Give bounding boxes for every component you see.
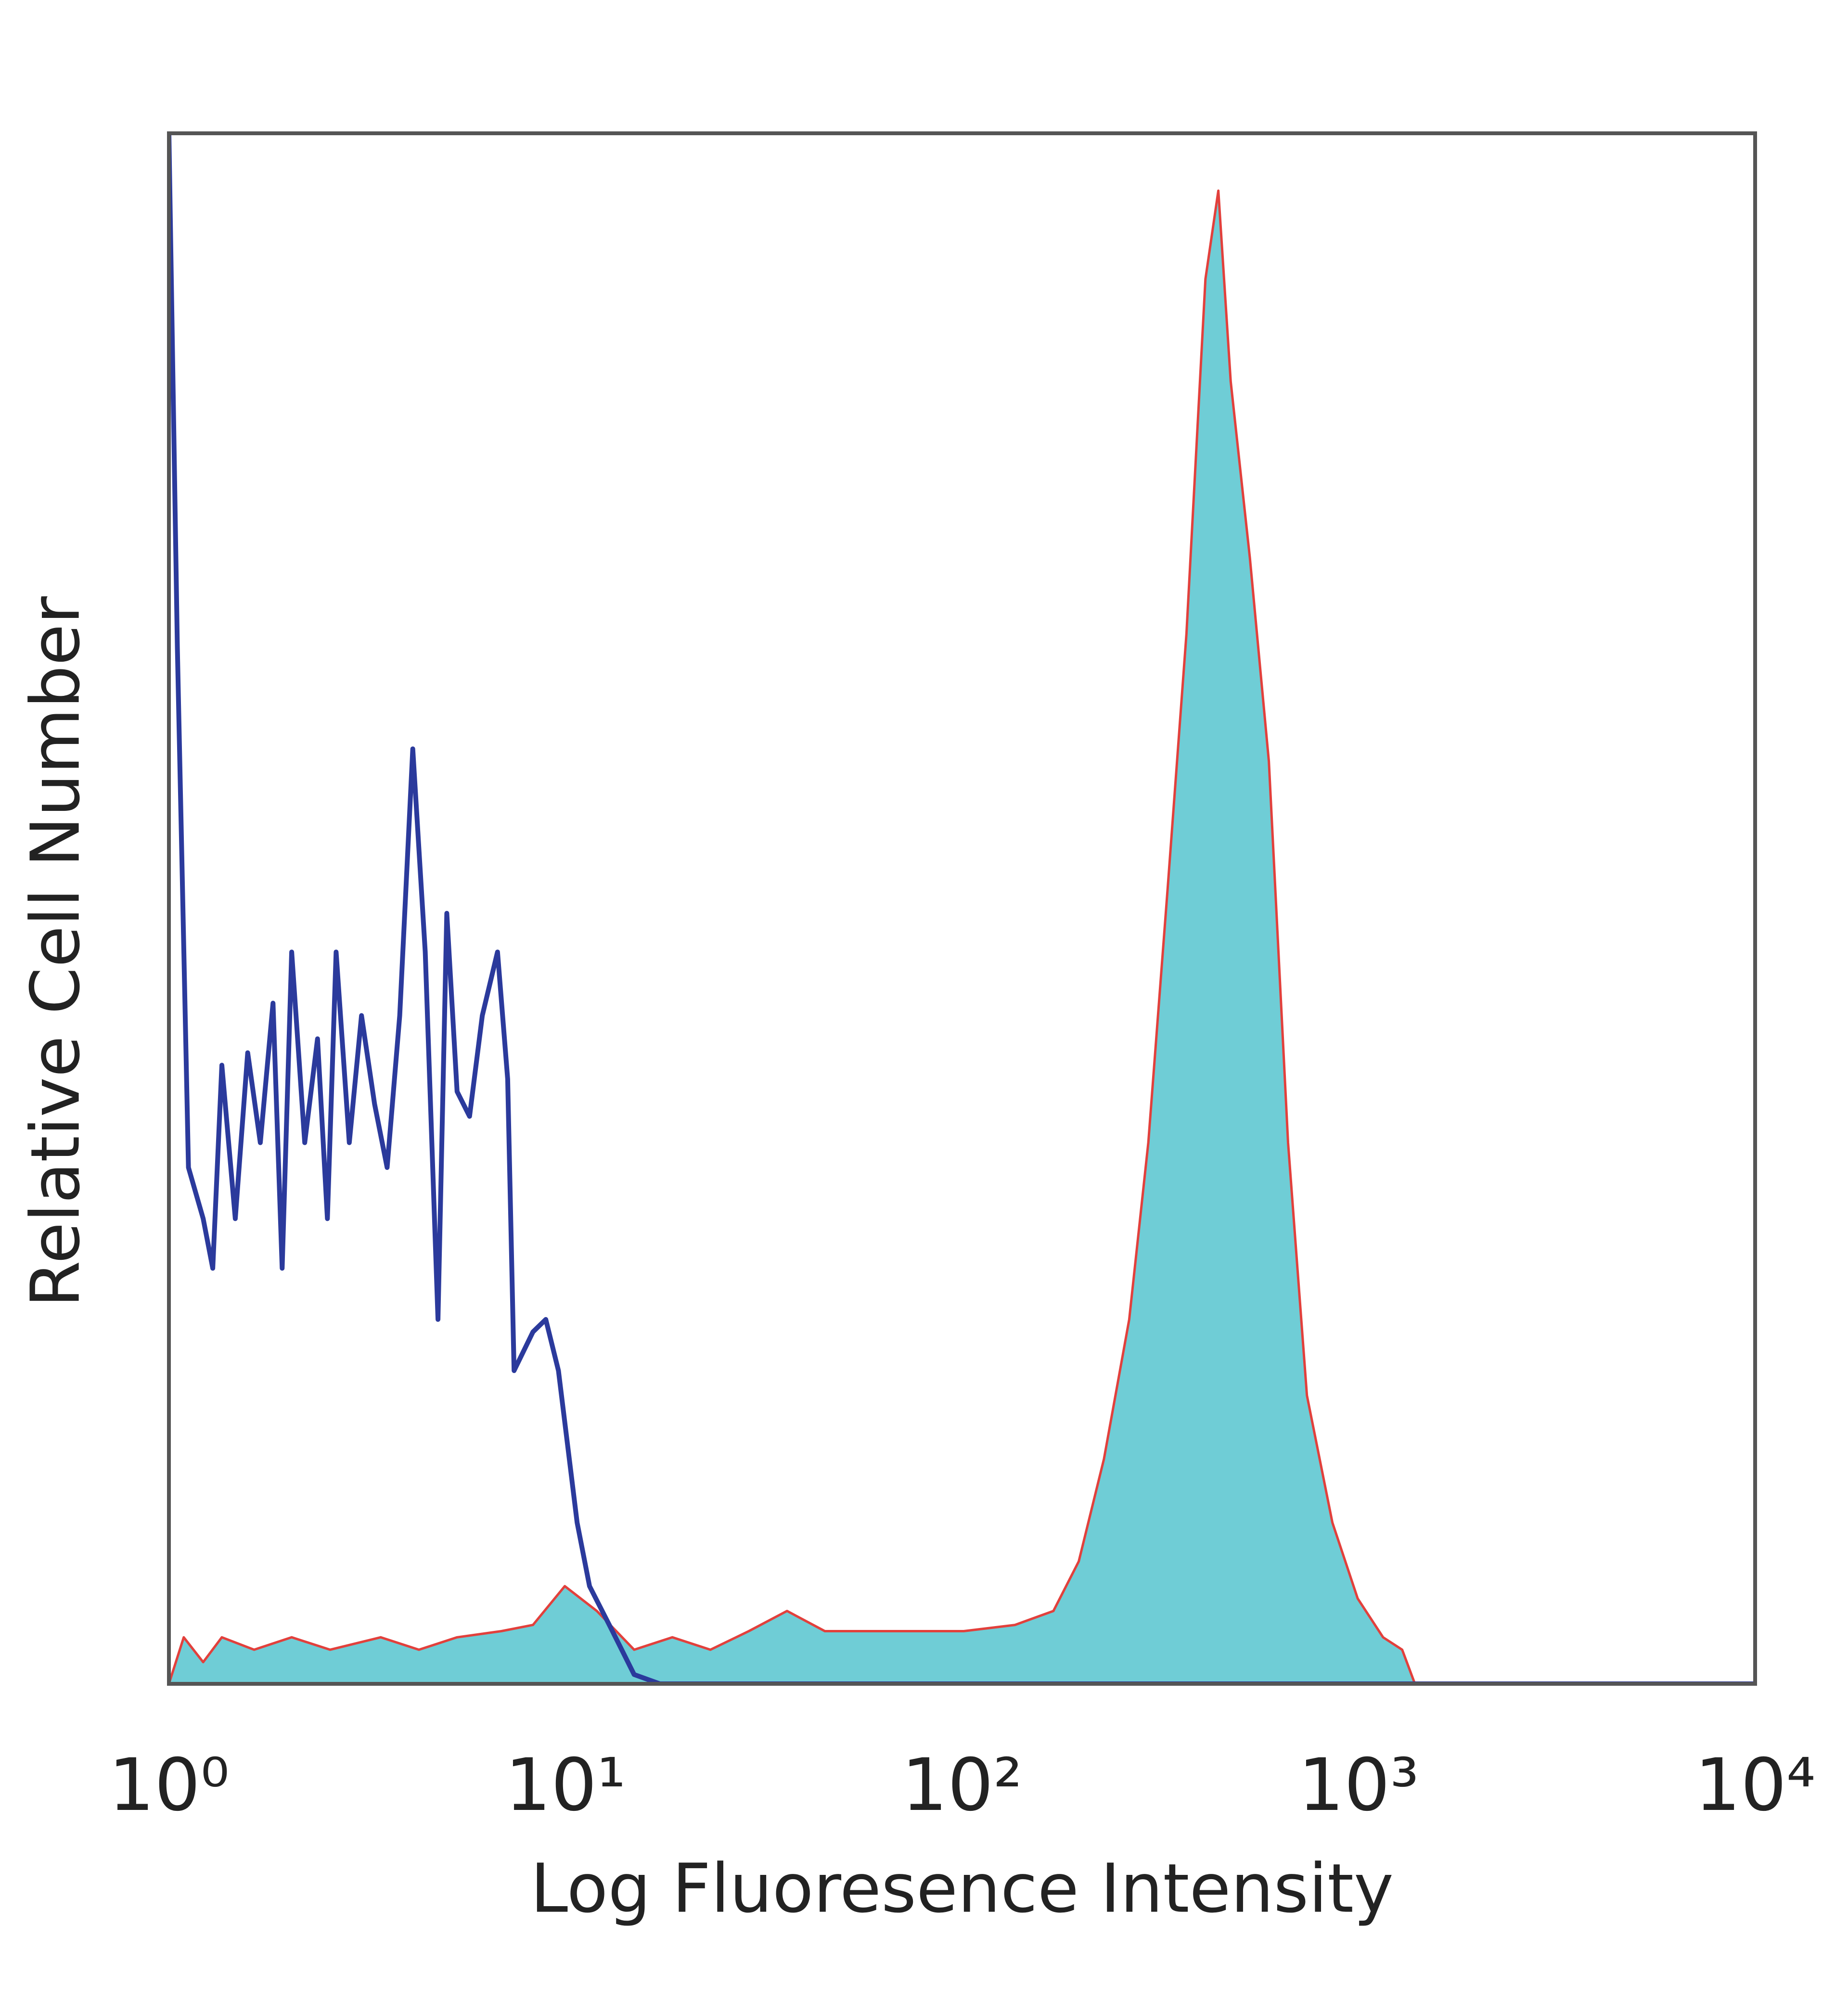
histogram-line: [169, 133, 1755, 1684]
x-tick-label: 10¹: [505, 1744, 626, 1827]
x-tick-label: 10³: [1298, 1744, 1419, 1827]
plot-area: [169, 133, 1755, 1684]
y-axis-label: Relative Cell Number: [17, 596, 95, 1308]
histogram-outline: [169, 189, 1755, 1684]
plot-frame: [167, 131, 1757, 1686]
x-tick-label: 10⁰: [108, 1744, 229, 1827]
x-tick-label: 10²: [901, 1744, 1022, 1827]
x-tick-label: 10⁴: [1694, 1744, 1815, 1827]
histogram-area: [169, 191, 1755, 1684]
x-axis-label: Log Fluoresence Intensity: [530, 1850, 1394, 1928]
